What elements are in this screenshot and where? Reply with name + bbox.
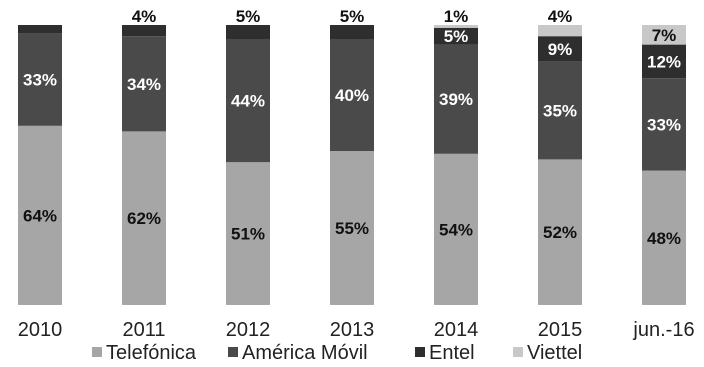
legend-swatch-entel	[415, 347, 425, 357]
bar-segment-am-rica-m-vil-2012	[226, 39, 270, 163]
bar-segment-viettel-jun-16	[642, 25, 686, 45]
x-tick-label: 2010	[18, 319, 63, 341]
legend-swatch-viettel	[513, 347, 523, 357]
data-label-entel-2015: 9%	[548, 40, 573, 59]
data-label-viettel-jun-16: 7%	[652, 26, 677, 45]
data-label-am-rica-m-vil-2010: 33%	[23, 71, 57, 90]
data-label-telef-nica-2010: 64%	[23, 206, 57, 225]
data-label-entel-2013: 5%	[340, 7, 365, 26]
data-label-telef-nica-2015: 52%	[543, 223, 577, 242]
bar-segment-telef-nica-jun-16	[642, 170, 686, 305]
legend-label-telef-nica: Telefónica	[106, 342, 197, 364]
data-label-entel-jun-16: 12%	[647, 52, 681, 71]
data-label-am-rica-m-vil-2014: 39%	[439, 90, 473, 109]
data-label-telef-nica-2013: 55%	[335, 219, 369, 238]
data-label-am-rica-m-vil-2011: 34%	[127, 75, 161, 94]
data-label-am-rica-m-vil-jun-16: 33%	[647, 115, 681, 134]
bar-segment-am-rica-m-vil-2011	[122, 36, 166, 132]
bar-segment-telef-nica-2010	[18, 125, 62, 305]
x-tick-label: 2012	[226, 319, 271, 341]
data-label-viettel-2014: 1%	[444, 7, 469, 26]
bar-segment-telef-nica-2013	[330, 151, 374, 305]
legend-label-viettel: Viettel	[527, 342, 582, 364]
data-label-entel-2012: 5%	[236, 7, 261, 26]
x-tick-label: jun.-16	[632, 319, 694, 341]
data-label-entel-2011: 4%	[132, 7, 157, 26]
bar-segment-telef-nica-2015	[538, 159, 582, 305]
bar-segment-entel-2015	[538, 36, 582, 62]
data-label-viettel-2015: 4%	[548, 7, 573, 26]
legend: Telefónica América Móvil Entel Viettel	[92, 342, 582, 364]
bar-segment-am-rica-m-vil-jun-16	[642, 78, 686, 171]
bar-segment-telef-nica-2011	[122, 131, 166, 305]
legend-label-am-rica-m-vil: América Móvil	[242, 342, 368, 364]
bar-segment-entel-2011	[122, 25, 166, 37]
data-label-am-rica-m-vil-2013: 40%	[335, 86, 369, 105]
data-label-telef-nica-2012: 51%	[231, 225, 265, 244]
bars-group: 64%33%62%34%4%51%44%5%55%40%5%54%39%5%1%…	[18, 7, 686, 305]
bar-segment-entel-2012	[226, 25, 270, 39]
bar-segment-telef-nica-2012	[226, 162, 270, 305]
bar-segment-am-rica-m-vil-2010	[18, 33, 62, 126]
bar-segment-viettel-2014	[434, 25, 478, 28]
bar-segment-telef-nica-2014	[434, 153, 478, 305]
data-label-am-rica-m-vil-2012: 44%	[231, 92, 265, 111]
legend-label-entel: Entel	[429, 342, 475, 364]
legend-swatch-am-rica-m-vil	[228, 347, 238, 357]
bar-segment-am-rica-m-vil-2014	[434, 44, 478, 154]
data-label-am-rica-m-vil-2015: 35%	[543, 101, 577, 120]
bar-segment-viettel-2015	[538, 25, 582, 37]
bar-segment-entel-2010	[18, 25, 62, 34]
x-tick-label: 2015	[538, 319, 583, 341]
x-tick-label: 2014	[434, 319, 479, 341]
bar-segment-entel-2014	[434, 27, 478, 45]
x-tick-label: 2011	[122, 319, 165, 341]
bar-segment-entel-jun-16	[642, 44, 686, 79]
data-label-telef-nica-jun-16: 48%	[647, 229, 681, 248]
legend-swatch-telef-nica	[92, 347, 102, 357]
data-label-telef-nica-2014: 54%	[439, 220, 473, 239]
x-axis-tick-labels: 2010 2011 2012 2013 2014 2015 jun.-16	[18, 319, 695, 341]
bar-segment-entel-2013	[330, 25, 374, 39]
bar-segment-am-rica-m-vil-2015	[538, 61, 582, 160]
data-label-entel-2014: 5%	[444, 27, 469, 46]
data-label-telef-nica-2011: 62%	[127, 209, 161, 228]
bar-segment-am-rica-m-vil-2013	[330, 39, 374, 151]
x-tick-label: 2013	[330, 319, 375, 341]
